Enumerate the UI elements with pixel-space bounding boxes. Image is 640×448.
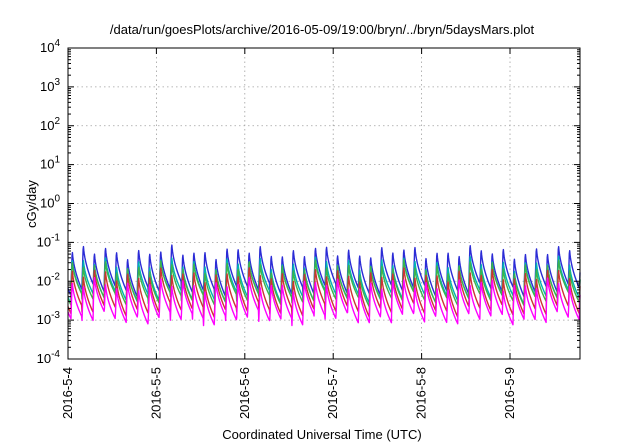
x-tick-label: 2016-5-4: [60, 367, 75, 419]
series-line: [67, 244, 581, 298]
y-tick-label: 10-2: [37, 271, 61, 288]
chart-title: /data/run/goesPlots/archive/2016-05-09/1…: [110, 22, 535, 37]
y-tick-label: 10-1: [37, 232, 61, 249]
y-axis-label: cGy/day: [24, 180, 39, 228]
y-tick-label: 100: [40, 194, 60, 211]
series-line: [67, 276, 581, 327]
x-axis-label: Coordinated Universal Time (UTC): [222, 427, 421, 442]
x-tick-label: 2016-5-9: [502, 367, 517, 419]
x-tick-label: 2016-5-8: [414, 367, 429, 419]
axis-ticks: [67, 47, 580, 360]
y-tick-label: 10-4: [37, 349, 61, 366]
y-tick-label: 103: [40, 77, 60, 94]
y-tick-labels: 10-4 10-3 10-2 10-1 100 101 102 103 104: [37, 38, 61, 366]
y-tick-label: 104: [40, 38, 60, 55]
y-tick-label: 101: [40, 155, 60, 172]
x-tick-labels: 2016-5-4 2016-5-5 2016-5-6 2016-5-7 2016-5-8…: [60, 367, 517, 419]
y-tick-label: 10-3: [37, 310, 61, 327]
x-tick-label: 2016-5-7: [325, 367, 340, 419]
series-line: [67, 259, 581, 308]
x-tick-label: 2016-5-5: [148, 367, 163, 419]
series-line: [67, 267, 581, 319]
series-lines: [67, 244, 581, 327]
y-tick-label: 102: [40, 116, 60, 133]
x-tick-label: 2016-5-6: [237, 367, 252, 419]
